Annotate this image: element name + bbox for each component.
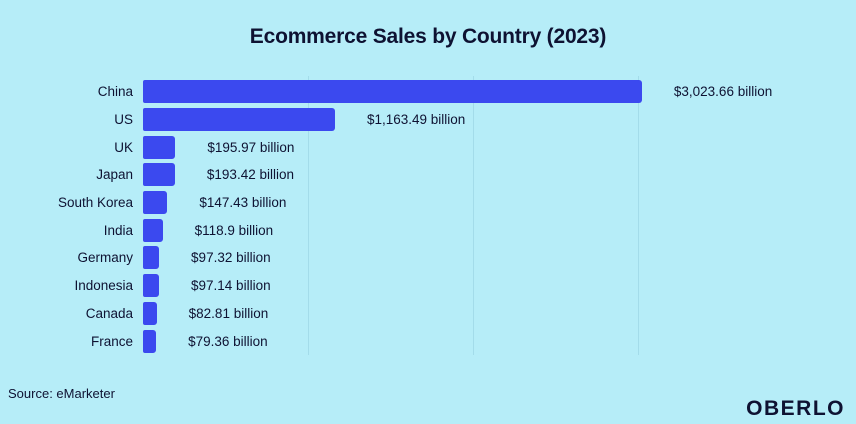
category-label: China	[97, 84, 133, 100]
category-label: UK	[114, 139, 133, 155]
category-label: India	[103, 222, 133, 238]
bar-japan	[143, 163, 175, 187]
value-label: $195.97 billion	[207, 139, 295, 155]
value-label: $1,163.49 billion	[366, 112, 466, 128]
category-label: Germany	[77, 250, 133, 266]
source-note: Source: eMarketer	[8, 386, 115, 401]
category-label: Indonesia	[74, 278, 133, 294]
bar-row-canada: Canada $82.81 billion	[0, 300, 856, 328]
category-label: France	[90, 333, 133, 349]
bar-chart-plot-area: China $3,023.66 billion US $1,163.49 billio…	[0, 76, 856, 355]
gridline-x-1000	[308, 76, 309, 355]
value-label: $3,023.66 billion	[673, 84, 773, 100]
category-label: South Korea	[57, 195, 133, 211]
bar-row-france: France $79.36 billion	[0, 327, 856, 355]
bar-row-indonesia: Indonesia $97.14 billion	[0, 272, 856, 300]
gridline-x-3000	[638, 76, 639, 355]
bar-row-south-korea: South Korea $147.43 billion	[0, 189, 856, 217]
bar-row-uk: UK $195.97 billion	[0, 133, 856, 161]
value-label: $118.9 billion	[194, 222, 274, 238]
bar-india	[143, 218, 163, 242]
category-label: US	[114, 112, 133, 128]
gridline-x-2000	[473, 76, 474, 355]
oberlo-logo: OBERLO	[746, 397, 845, 420]
bar-row-china: China $3,023.66 billion	[0, 78, 856, 106]
value-label: $97.14 billion	[191, 278, 271, 294]
value-label: $193.42 billion	[206, 167, 294, 183]
bar-france	[143, 329, 157, 353]
bar-china	[143, 80, 642, 104]
category-label: Japan	[96, 167, 133, 183]
bar-canada	[143, 301, 157, 325]
value-label: $82.81 billion	[188, 305, 269, 321]
bar-indonesia	[143, 274, 160, 298]
category-label: Canada	[85, 305, 133, 321]
chart-rows: China $3,023.66 billion US $1,163.49 billio…	[0, 78, 856, 355]
bar-south-korea	[143, 191, 168, 215]
bar-row-us: US $1,163.49 billion	[0, 106, 856, 134]
bar-row-germany: Germany $97.32 billion	[0, 244, 856, 272]
chart-title: Ecommerce Sales by Country (2023)	[249, 25, 607, 48]
bar-uk	[143, 135, 176, 159]
value-label: $97.32 billion	[191, 250, 271, 266]
bar-germany	[143, 246, 160, 270]
bar-row-japan: Japan $193.42 billion	[0, 161, 856, 189]
bar-us	[143, 108, 335, 132]
bar-row-india: India $118.9 billion	[0, 216, 856, 244]
value-label: $147.43 billion	[199, 195, 287, 211]
value-label: $79.36 billion	[188, 333, 268, 349]
